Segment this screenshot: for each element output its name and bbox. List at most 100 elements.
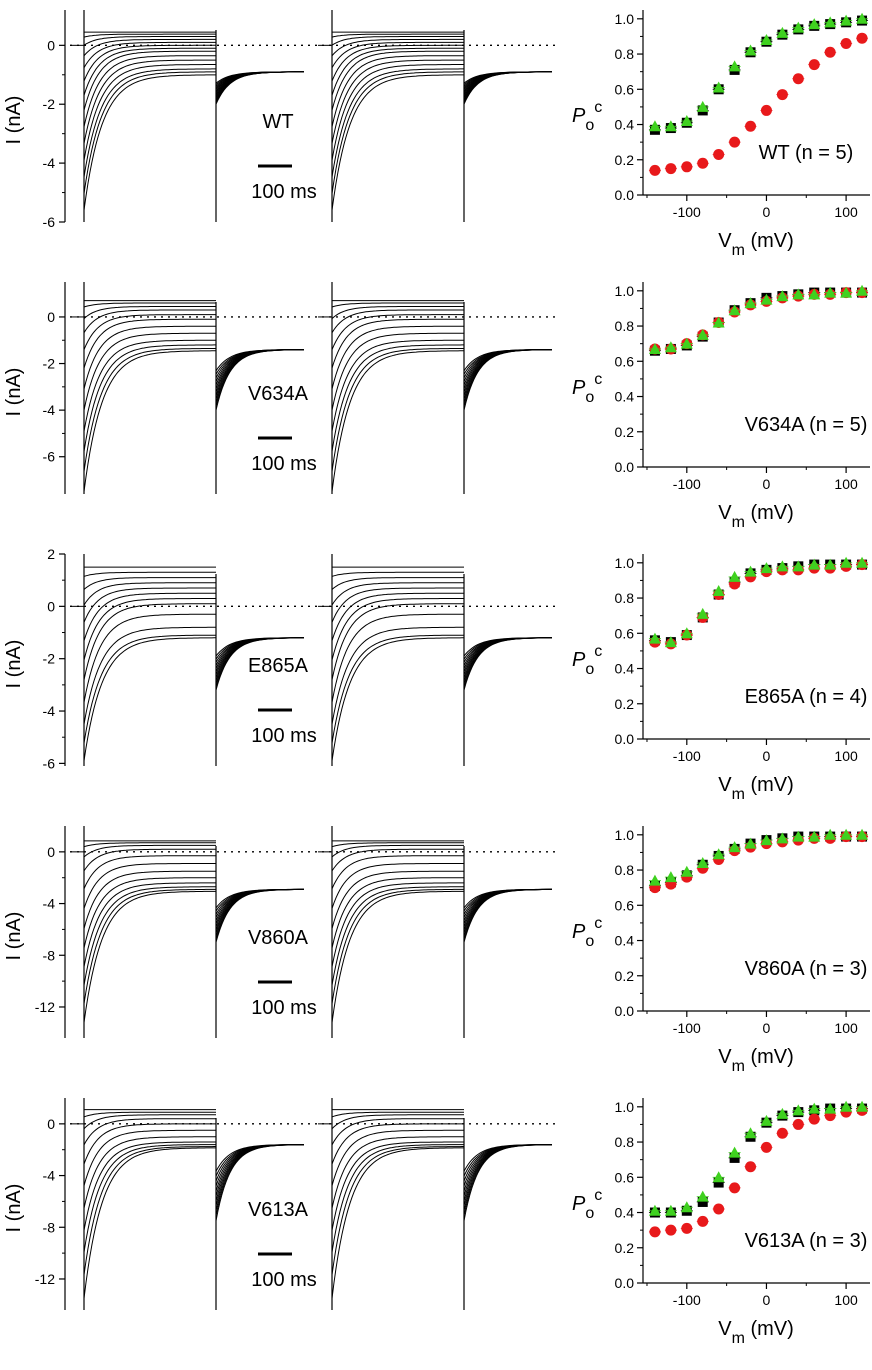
current-axis-label: I (nA) [3,96,25,145]
pre-pulse-trace [331,890,464,1023]
vm-x-tick-label: 100 [834,748,858,764]
pre-pulse-trace [331,592,464,641]
pre-pulse-trace [83,44,216,82]
trace-label: V634A [248,383,309,405]
po-chart: 0.0 0.2 0.4 0.6 0.8 1.0 -100 0 100 Poc Vm (mV) E865… [572,554,870,803]
data-point-triangle [840,556,853,568]
current-axis-label: I (nA) [3,368,25,417]
pre-pulse-trace [83,1123,216,1165]
pre-pulse-trace [331,68,464,178]
current-tick-label: 0 [47,37,55,53]
data-point-triangle [856,1100,869,1112]
vm-x-tick-label: -100 [673,1292,701,1308]
po-y-tick-label: 0.0 [615,1003,635,1019]
data-point-circle [808,59,820,71]
tail-trace [215,71,304,105]
chart-label: E865A (n = 4) [745,686,868,708]
po-axis-label-sub: o [585,661,594,678]
vm-axis-label-sub: m [732,514,745,531]
pre-pulse-trace [331,41,464,69]
pre-pulse-trace [331,332,464,411]
pre-pulse-trace [83,1111,216,1118]
pre-pulse-trace [83,587,216,623]
data-point-triangle [664,1204,677,1216]
data-point-triangle [840,1100,853,1112]
po-axis-label: Poc [572,643,602,678]
pre-pulse-trace [83,348,216,472]
data-point-triangle [696,1190,709,1202]
pre-pulse-trace [83,325,216,390]
po-y-tick-label: 1.0 [615,11,635,27]
current-tick-label: 0 [47,598,55,614]
data-point-triangle [664,636,677,648]
series-green [648,828,869,886]
pre-pulse-trace [83,1147,216,1299]
data-point-circle [776,89,788,101]
po-axis-label-main: P [572,1193,586,1215]
pre-pulse-trace [83,71,216,194]
series-red [648,559,869,650]
pre-pulse-trace [331,1111,464,1118]
vm-axis-label: Vm (mV) [718,1046,794,1075]
vm-x-tick-label: 100 [834,1292,858,1308]
pre-pulse-trace [83,571,216,577]
data-point-triangle [696,857,709,868]
po-y-tick-label: 0.4 [615,389,635,405]
pre-pulse-trace [83,318,216,369]
pre-pulse-trace [331,302,464,308]
data-point-triangle [712,585,725,596]
po-y-tick-label: 0.0 [615,731,635,747]
trace-label: E865A [248,655,309,677]
po-y-tick-label: 0.2 [615,696,635,712]
pre-pulse-trace [83,1144,216,1253]
data-point-circle [665,1224,677,1236]
tail-trace [463,888,552,934]
scale-bar-label: 100 ms [251,181,317,203]
current-tick-label: 0 [47,844,55,860]
pre-pulse-trace [331,1136,464,1209]
data-point-triangle [680,627,693,639]
data-point-triangle [856,828,869,840]
pre-pulse-trace [331,74,464,211]
pre-pulse-trace [83,1141,216,1231]
data-point-triangle [728,304,741,316]
data-point-circle [713,148,725,160]
pre-pulse-trace [331,587,464,623]
current-traces-2 [318,10,552,222]
data-point-triangle [792,1104,805,1116]
data-point-triangle [760,33,773,45]
pre-pulse-trace [331,1114,464,1130]
data-point-circle [745,120,757,132]
pre-pulse-trace [331,848,464,872]
vm-axis-label-sub: m [732,786,745,803]
vm-x-tick-label: -100 [673,204,701,220]
pre-pulse-trace [331,582,464,606]
pre-pulse-trace [331,339,464,432]
po-y-tick-label: 0.0 [615,187,635,203]
pre-pulse-trace [83,1129,216,1186]
pre-pulse-trace [83,863,216,909]
data-point-triangle [728,60,741,72]
data-point-triangle [696,100,709,112]
current-axis-label: I (nA) [3,1184,25,1233]
pre-pulse-trace [83,350,216,492]
pre-pulse-trace [331,882,464,967]
pre-pulse-trace [83,332,216,411]
pre-pulse-trace [331,314,464,350]
data-point-circle [808,1113,820,1125]
po-chart: 0.0 0.2 0.4 0.6 0.8 1.0 -100 0 100 Poc Vm (mV) V634… [572,282,870,531]
po-y-tick-label: 0.2 [615,424,635,440]
scale-bar-label: 100 ms [251,725,317,747]
data-point-triangle [776,26,789,38]
data-point-triangle [760,293,773,305]
pre-pulse-trace [83,888,216,1004]
data-point-triangle [808,558,821,570]
data-point-triangle [648,632,661,644]
po-axis-label-sup: c [594,643,602,660]
pre-pulse-trace [83,1136,216,1209]
scale-bar-label: 100 ms [251,997,317,1019]
chart-label: WT (n = 5) [759,142,854,164]
data-point-triangle [744,44,757,56]
pre-pulse-trace [331,36,464,46]
data-point-triangle [856,12,869,24]
